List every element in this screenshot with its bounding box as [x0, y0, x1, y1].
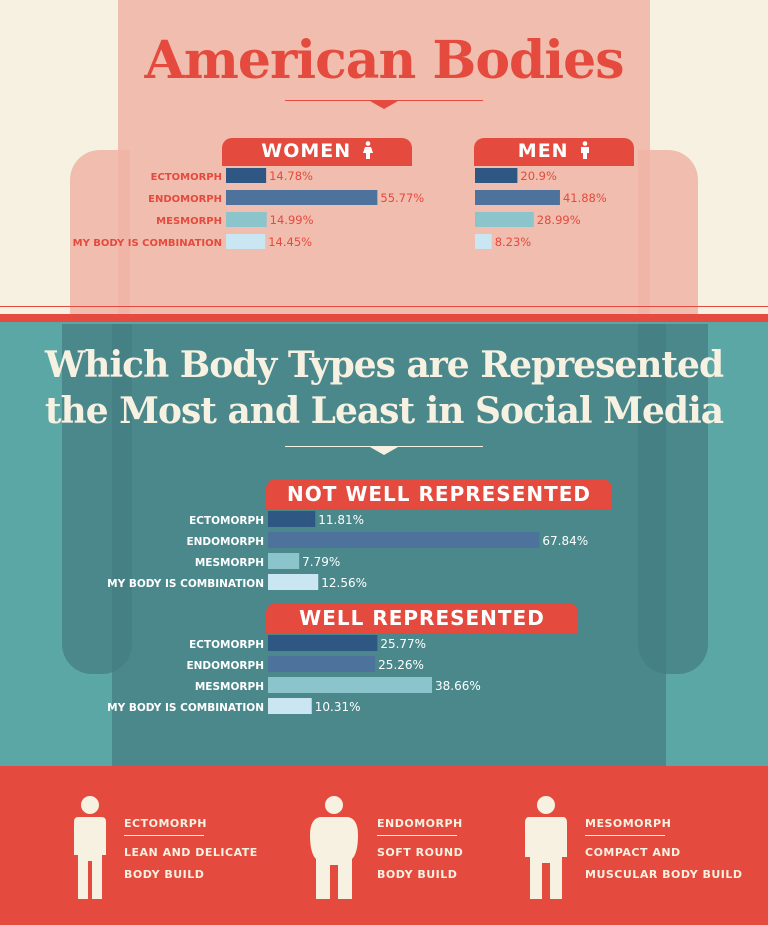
title-divider	[285, 100, 483, 101]
ectomorph-rule	[124, 835, 204, 836]
bottom-section	[0, 766, 768, 925]
bar	[475, 212, 534, 227]
bar	[268, 656, 376, 672]
endomorph-desc-line1: SOFT ROUND	[377, 846, 464, 859]
category-label: MY BODY IS COMBINATION	[107, 578, 264, 590]
arm-silhouette-left	[62, 324, 132, 674]
bar	[268, 553, 300, 569]
title-caret-icon	[370, 101, 398, 109]
subtitle-caret-icon	[370, 447, 398, 455]
section-title-line1: Which Body Types are Represented	[44, 344, 724, 386]
value-label: 20.9%	[520, 169, 557, 183]
bar	[268, 511, 316, 527]
endomorph-title: ENDOMORPH	[377, 817, 463, 830]
not-well-represented-chart: ECTOMORPH 11.81% ENDOMORPH 67.84% MESMORPH 7.…	[107, 511, 588, 590]
women-chart-title: WOMEN	[261, 140, 352, 162]
men-chart: 20.9% 41.88% 28.99% 8.23%	[475, 168, 607, 249]
women-chart-rule	[222, 164, 412, 166]
mesomorph-desc-line1: COMPACT AND	[585, 846, 681, 859]
section-title-line2: the Most and Least in Social Media	[44, 390, 724, 432]
value-label: 14.45%	[268, 235, 312, 249]
endomorph-rule	[377, 835, 457, 836]
well-chart-title: WELL REPRESENTED	[299, 606, 545, 630]
section-title: Which Body Types are Represented the Mos…	[0, 342, 768, 434]
shoulder-silhouette-right	[638, 150, 698, 318]
well-chart-header: WELL REPRESENTED	[266, 603, 578, 631]
category-label: ECTOMORPH	[151, 172, 222, 183]
subtitle-divider	[285, 446, 483, 447]
value-label: 38.66%	[435, 679, 481, 693]
value-label: 7.79%	[302, 555, 340, 569]
page-title: American Bodies	[144, 30, 625, 91]
value-label: 10.31%	[315, 700, 361, 714]
not-well-chart-header: NOT WELL REPRESENTED	[266, 479, 612, 507]
ectomorph-desc-line1: LEAN AND DELICATE	[124, 846, 258, 859]
category-label: ENDOMORPH	[186, 660, 264, 672]
bar	[226, 190, 378, 205]
category-label: MY BODY IS COMBINATION	[107, 702, 264, 714]
muscular-figure-icon	[525, 796, 567, 899]
men-chart-header: MEN	[474, 138, 634, 164]
bar	[475, 234, 492, 249]
round-figure-icon	[310, 796, 358, 899]
men-chart-rule	[474, 164, 634, 166]
thin-figure-icon	[74, 796, 106, 899]
category-label: MESMORPH	[195, 681, 264, 693]
bar	[226, 212, 267, 227]
male-icon	[581, 141, 590, 159]
value-label: 28.99%	[537, 213, 581, 227]
shoulder-silhouette-left	[70, 150, 130, 318]
bar	[226, 234, 266, 249]
endomorph-desc-line2: BODY BUILD	[377, 868, 458, 881]
section-divider-band	[0, 314, 768, 322]
category-label: ECTOMORPH	[189, 515, 264, 527]
bar	[475, 168, 518, 183]
bar	[268, 698, 312, 714]
value-label: 25.26%	[378, 658, 424, 672]
men-chart-title: MEN	[517, 140, 569, 162]
ectomorph-desc-line2: BODY BUILD	[124, 868, 205, 881]
bar	[268, 677, 433, 693]
well-chart-rule	[266, 631, 578, 633]
bar	[268, 635, 378, 651]
category-label: ENDOMORPH	[186, 536, 264, 548]
value-label: 25.77%	[380, 637, 426, 651]
value-label: 11.81%	[318, 513, 364, 527]
value-label: 14.78%	[269, 169, 313, 183]
women-chart-header: WOMEN	[222, 138, 412, 164]
value-label: 8.23%	[495, 235, 532, 249]
category-label: MESMORPH	[156, 216, 222, 227]
value-label: 67.84%	[542, 534, 588, 548]
value-label: 55.77%	[380, 191, 424, 205]
value-label: 14.99%	[270, 213, 314, 227]
mesomorph-desc-line2: MUSCULAR BODY BUILD	[585, 868, 743, 881]
women-chart: ECTOMORPH 14.78% ENDOMORPH 55.77% MESMORPH 14…	[73, 168, 424, 249]
not-well-chart-title: NOT WELL REPRESENTED	[286, 482, 591, 506]
ectomorph-title: ECTOMORPH	[124, 817, 207, 830]
arm-silhouette-right	[638, 324, 708, 674]
category-label: ENDOMORPH	[148, 194, 222, 205]
bar	[268, 574, 319, 590]
section-divider-line	[0, 306, 768, 307]
value-label: 41.88%	[563, 191, 607, 205]
well-represented-chart: ECTOMORPH 25.77% ENDOMORPH 25.26% MESMORPH 38…	[107, 635, 481, 714]
mesomorph-rule	[585, 835, 665, 836]
category-label: ECTOMORPH	[189, 639, 264, 651]
female-icon	[362, 141, 373, 159]
value-label: 12.56%	[321, 576, 367, 590]
bar	[226, 168, 267, 183]
category-label: MY BODY IS COMBINATION	[73, 238, 222, 249]
not-well-chart-rule	[266, 507, 612, 509]
bar	[268, 532, 540, 548]
category-label: MESMORPH	[195, 557, 264, 569]
bar	[475, 190, 560, 205]
mesomorph-title: MESOMORPH	[585, 817, 672, 830]
